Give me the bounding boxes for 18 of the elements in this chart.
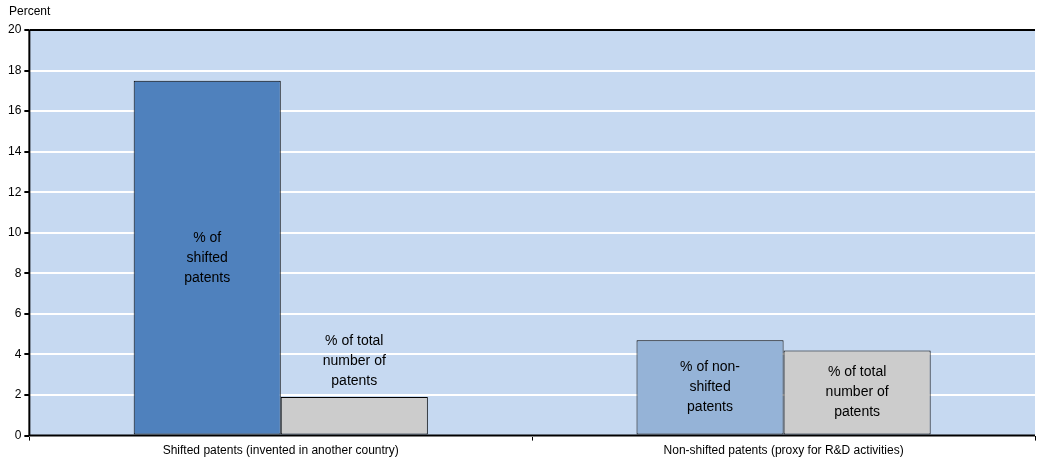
y-tick-label: 8 bbox=[14, 265, 22, 280]
y-tick-label: 12 bbox=[7, 184, 22, 199]
y-tick-label: 2 bbox=[14, 387, 22, 402]
x-tick-label: Shifted patents (invented in another country) bbox=[162, 443, 399, 458]
y-tick-label: 10 bbox=[7, 225, 22, 240]
x-tick-label: Non-shifted patents (proxy for R&D activities) bbox=[663, 443, 904, 458]
y-tick-label: 18 bbox=[7, 62, 22, 77]
annotation: % of total number of patents bbox=[322, 331, 386, 388]
annotation: % of shifted patents bbox=[184, 228, 231, 285]
y-axis-title: Percent bbox=[9, 4, 52, 19]
y-tick-label: 16 bbox=[7, 103, 22, 118]
annotation: % of total number of patents bbox=[825, 363, 889, 420]
y-tick-label: 20 bbox=[7, 22, 22, 37]
y-tick-label: 6 bbox=[14, 306, 22, 321]
annotation: % of non-shifted patents bbox=[680, 358, 741, 415]
y-tick-label: 0 bbox=[14, 427, 22, 442]
y-tick-label: 4 bbox=[14, 346, 22, 361]
y-tick-label: 14 bbox=[7, 143, 22, 158]
